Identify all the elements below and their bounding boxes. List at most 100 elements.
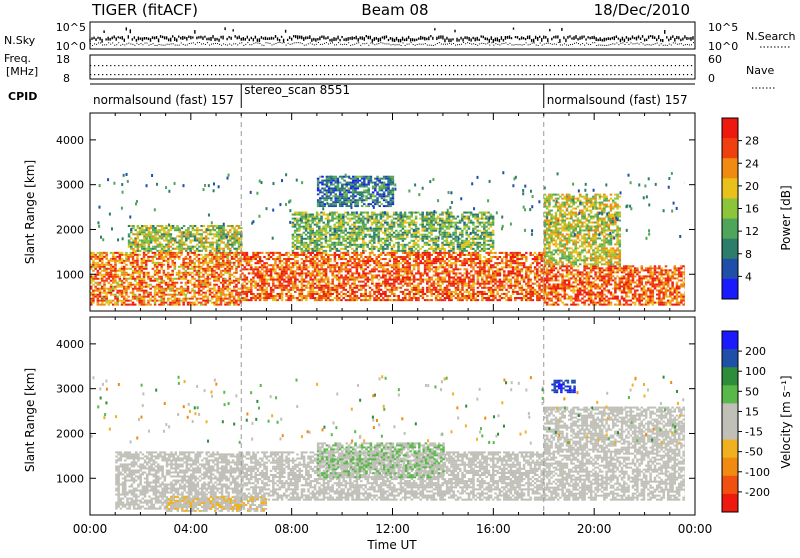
- echo-cell: [351, 262, 354, 264]
- echo-cell: [200, 286, 203, 288]
- echo-cell: [309, 244, 312, 246]
- echo-cell: [411, 270, 414, 272]
- nave-sample: [469, 74, 470, 75]
- echo-cell: [492, 264, 495, 266]
- nsearch-sample: [526, 42, 527, 43]
- echo-cell: [406, 285, 409, 287]
- nsearch-sample: [300, 42, 301, 43]
- echo-cell: [238, 227, 241, 229]
- echo-cell: [320, 277, 323, 279]
- echo-cell: [402, 297, 405, 299]
- echo-cell: [435, 260, 438, 262]
- echo-cell: [446, 262, 449, 264]
- echo-cell: [163, 231, 166, 233]
- echo-cell: [479, 270, 482, 272]
- echo-cell: [103, 270, 106, 272]
- echo-cell: [165, 302, 168, 304]
- echo-cell: [488, 287, 491, 289]
- echo-cell: [178, 292, 181, 294]
- echo-cell: [235, 280, 238, 282]
- echo-cell: [483, 272, 486, 274]
- echo-cell: [270, 272, 273, 274]
- echo-cell: [384, 258, 387, 260]
- echo-cell: [369, 272, 372, 274]
- echo-cell: [246, 289, 249, 291]
- echo-cell: [276, 299, 279, 301]
- echo-cell: [446, 264, 449, 266]
- echo-cell: [185, 264, 188, 266]
- echo-cell: [521, 293, 524, 295]
- echo-cell: [470, 252, 473, 254]
- echo-cell: [536, 297, 539, 299]
- echo-cell: [521, 264, 524, 266]
- echo-cell: [305, 277, 308, 279]
- echo-cell: [540, 291, 543, 293]
- echo-cell: [408, 297, 411, 299]
- echo-cell: [305, 242, 308, 244]
- echo-cell: [211, 292, 214, 294]
- echo-cell: [209, 270, 212, 272]
- echo-cell: [521, 277, 524, 279]
- echo-cell: [127, 286, 129, 288]
- echo-cell: [226, 270, 229, 272]
- echo-cell: [160, 282, 163, 284]
- echo-cell: [270, 252, 273, 254]
- echo-cell: [532, 262, 535, 264]
- echo-cell: [156, 225, 159, 227]
- echo-cell: [105, 270, 108, 272]
- nsearch-sample: [463, 42, 464, 43]
- echo-cell: [408, 295, 411, 297]
- echo-cell: [371, 270, 374, 272]
- echo-cell: [203, 248, 206, 250]
- echo-cell: [283, 266, 286, 268]
- echo-cell: [204, 296, 207, 298]
- echo-cell: [488, 252, 491, 254]
- echo-cell: [265, 287, 268, 289]
- echo-cell: [259, 299, 262, 301]
- echo-cell: [220, 231, 223, 233]
- date-label: 18/Dec/2010: [594, 1, 690, 19]
- echo-cell: [202, 268, 205, 270]
- echo-cell: [187, 288, 190, 290]
- echo-cell: [220, 288, 223, 290]
- echo-cell: [141, 272, 144, 274]
- echo-cell: [176, 272, 179, 274]
- echo-cell: [540, 279, 543, 281]
- echo-cell: [384, 285, 387, 287]
- echo-cell: [145, 292, 148, 294]
- echo-cell: [356, 285, 359, 287]
- echo-cell: [532, 289, 535, 291]
- echo-cell: [268, 258, 271, 260]
- echo-cell: [294, 291, 297, 293]
- freq-sample: [429, 65, 430, 66]
- echo-cell: [145, 284, 148, 286]
- echo-cell: [433, 274, 436, 276]
- nave-sample: [344, 74, 345, 75]
- echo-cell: [312, 283, 315, 285]
- echo-cell: [360, 268, 363, 270]
- echo-cell: [448, 289, 451, 291]
- echo-cell: [296, 266, 299, 268]
- echo-cell: [274, 264, 277, 266]
- echo-cell: [309, 293, 312, 295]
- echo-cell: [369, 258, 372, 260]
- echo-cell: [143, 250, 146, 252]
- freq-panel-frame: [90, 55, 695, 79]
- echo-cell: [298, 268, 301, 270]
- echo-cell: [243, 260, 246, 262]
- echo-cell: [518, 289, 521, 291]
- echo-cell: [342, 283, 345, 285]
- echo-cell: [187, 235, 190, 237]
- echo-cell: [488, 277, 491, 279]
- echo-cell: [220, 302, 223, 304]
- echo-cell: [446, 258, 449, 260]
- echo-cell: [294, 220, 297, 222]
- echo-cell: [320, 254, 323, 256]
- echo-cell: [397, 274, 400, 276]
- echo-cell: [99, 290, 102, 292]
- echo-cell: [154, 246, 157, 248]
- echo-cell: [148, 250, 151, 252]
- echo-cell: [200, 290, 203, 292]
- beam-label: Beam 08: [361, 1, 428, 19]
- echo-cell: [108, 262, 111, 264]
